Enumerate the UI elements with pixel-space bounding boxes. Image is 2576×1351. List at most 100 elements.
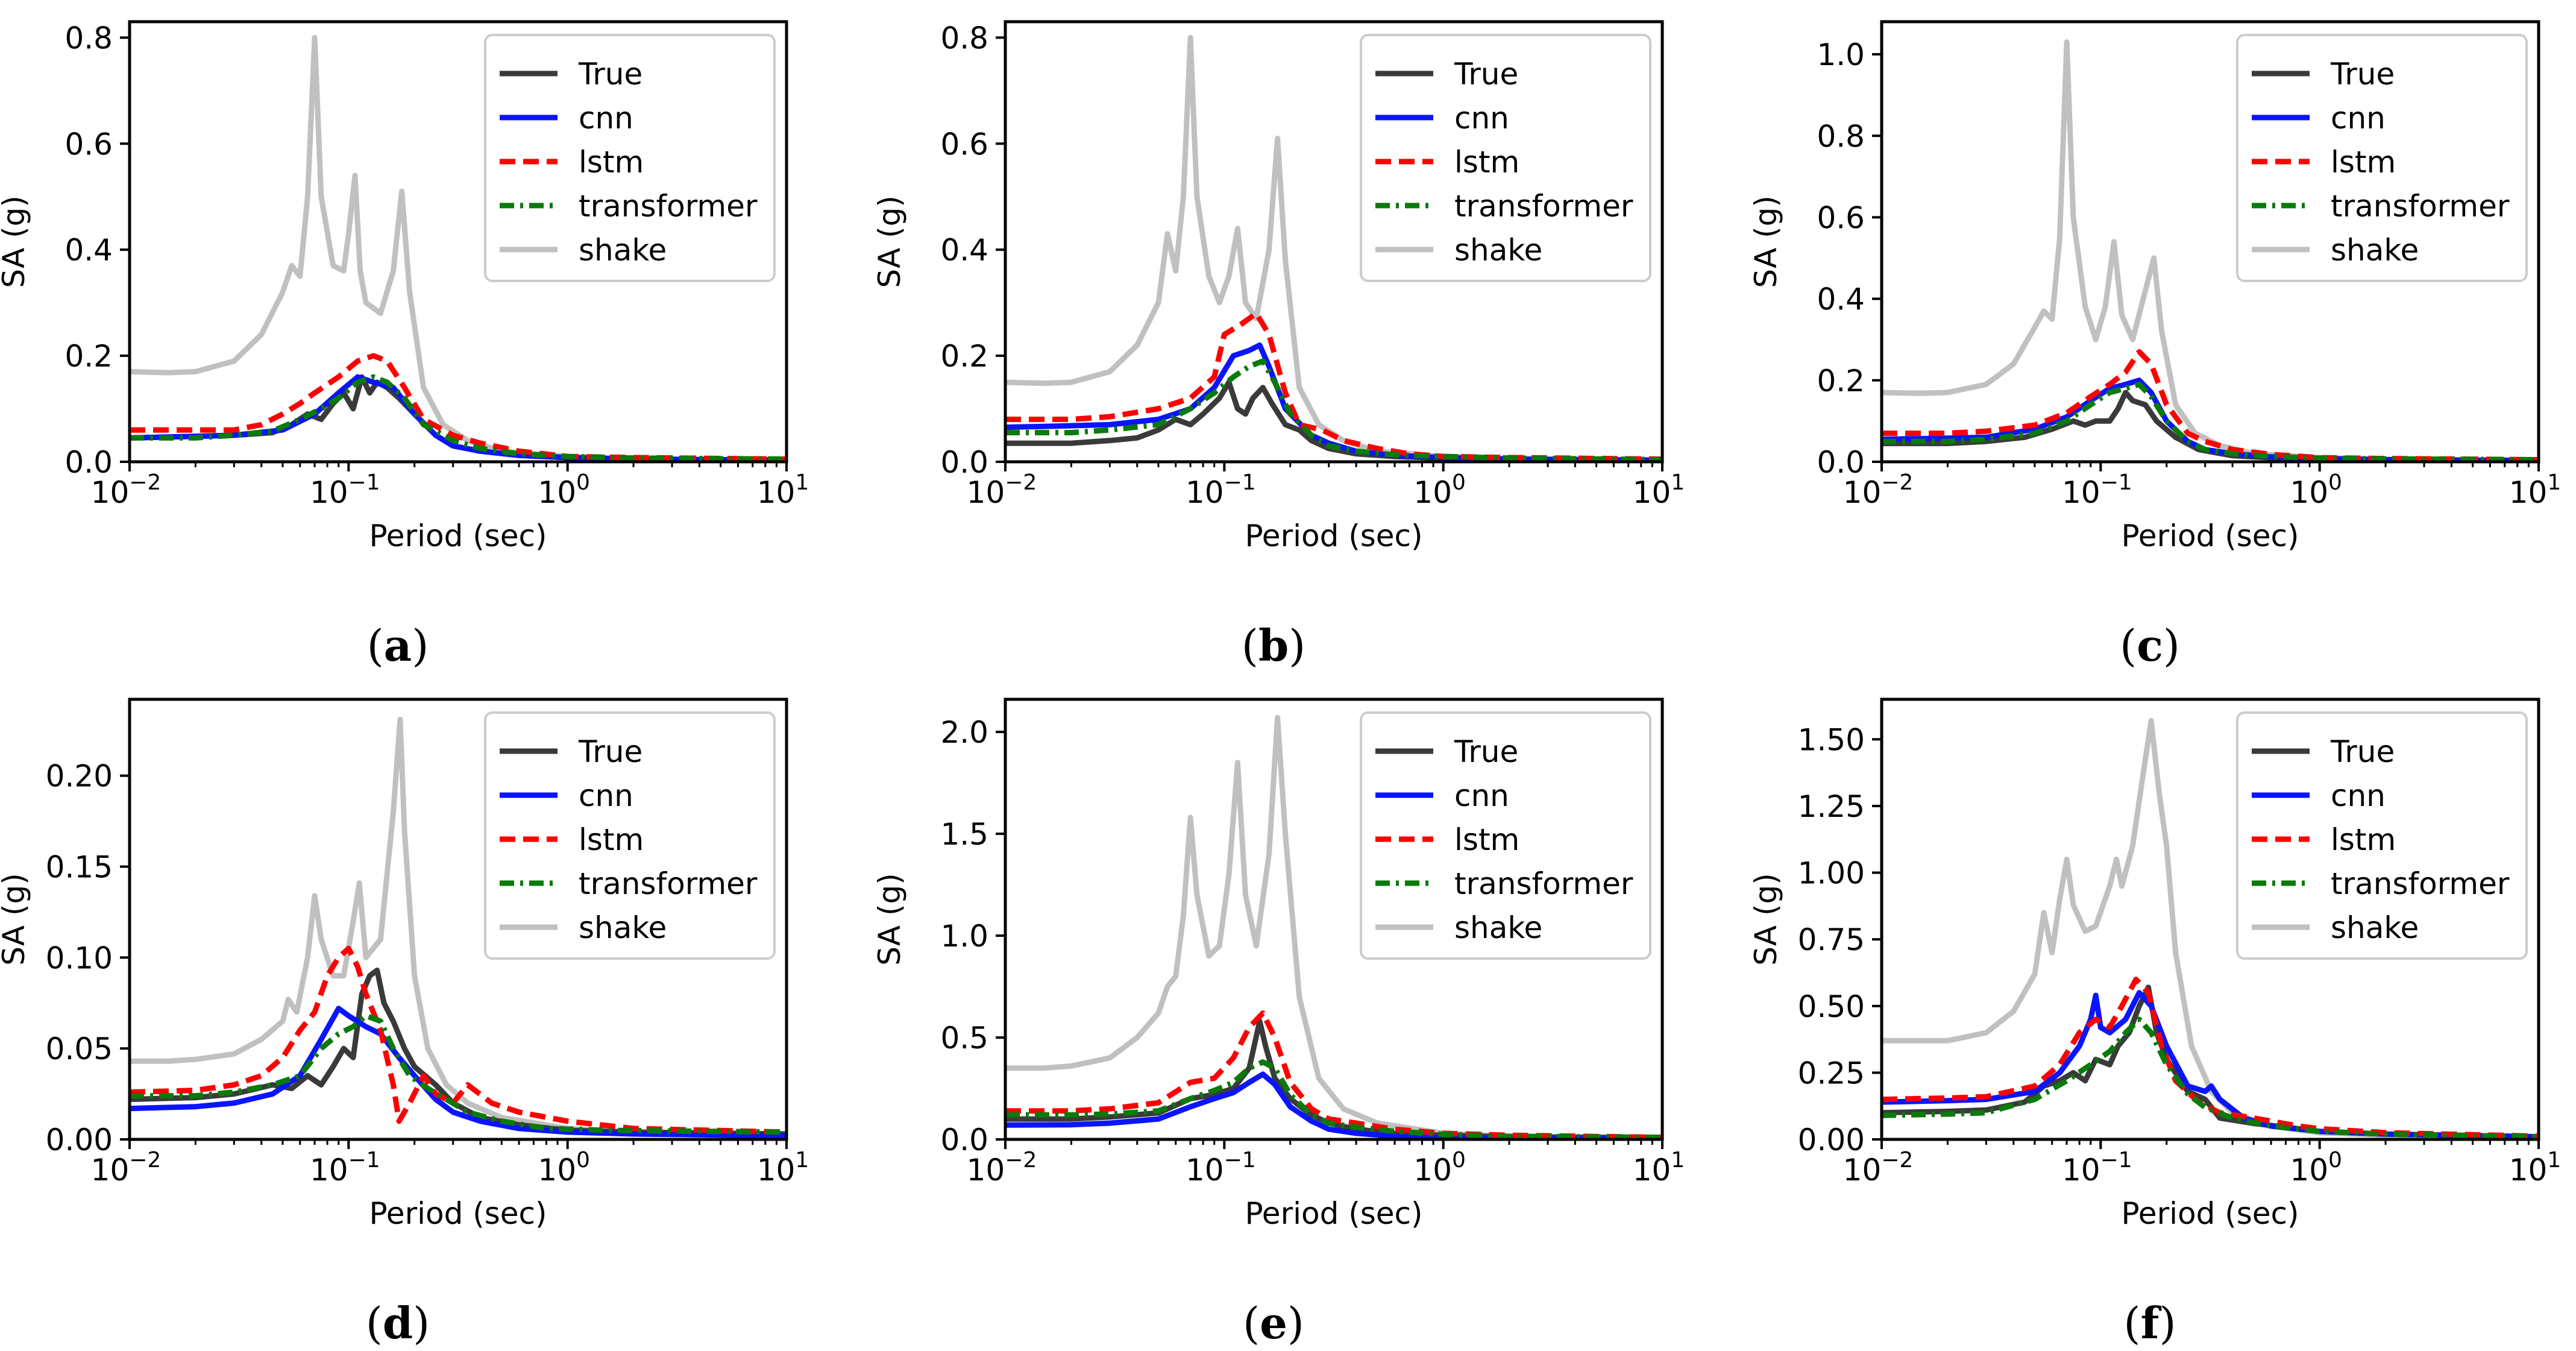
axes-frame: [128, 698, 788, 1141]
legend-box: [484, 711, 776, 960]
legend: True cnn lstm transformer shake: [1360, 711, 1651, 960]
y-axis-label: SA (g): [1748, 873, 1783, 966]
chart-panel-f: 0.00 0.25 0.50 0.75 1.00 1.25 1.50 10−2 10−1 100 1…: [1748, 698, 2561, 1349]
series-line-lstm: [1882, 349, 2539, 462]
x-tick-label: 100: [538, 1148, 590, 1188]
y-tick-label: 0.75: [1798, 922, 1865, 957]
legend-label-shake: shake: [1454, 910, 1542, 945]
y-tick-label: 0.00: [46, 1123, 113, 1157]
axes-frame: [1880, 698, 2540, 1141]
series-line-shake: [1005, 714, 1662, 1139]
series-line-transformer: [130, 374, 787, 462]
y-tick-label: 0.8: [1817, 119, 1865, 154]
legend-label-cnn: cnn: [2331, 778, 2386, 813]
legend-label-shake: shake: [2331, 233, 2419, 268]
series-line-transformer: [130, 1013, 787, 1135]
x-tick-label: 100: [538, 470, 590, 510]
x-tick-label: 101: [757, 1148, 809, 1188]
x-tick-label: 10−2: [967, 1148, 1037, 1188]
x-tick-label: 100: [2290, 470, 2342, 510]
legend-label-transformer: transformer: [1454, 189, 1633, 224]
y-tick-label: 1.0: [940, 919, 988, 954]
y-tick-label: 1.25: [1798, 789, 1865, 824]
series-line-cnn: [1005, 1071, 1662, 1139]
x-tick-label: 10−2: [91, 470, 162, 510]
y-tick-label: 2.0: [940, 715, 988, 750]
x-axis-label: Period (sec): [2121, 518, 2299, 553]
y-tick-label: 0.0: [940, 445, 988, 480]
legend-label-transformer: transformer: [579, 866, 758, 901]
y-tick-label: 1.0: [1817, 37, 1865, 72]
legend-label-shake: shake: [1454, 233, 1542, 268]
y-tick-label: 1.00: [1798, 856, 1865, 891]
x-tick-label: 10−1: [310, 1148, 380, 1188]
axes-frame: [1004, 20, 1664, 464]
x-tick-label: 101: [757, 470, 809, 510]
legend: True cnn lstm transformer shake: [2236, 34, 2528, 282]
y-tick-label: 0.4: [1817, 282, 1865, 317]
x-axis-label: Period (sec): [369, 518, 547, 553]
x-tick-label: 101: [1633, 470, 1685, 510]
series-line-lstm: [1005, 310, 1662, 462]
chart-panel-b: 0.0 0.2 0.4 0.6 0.8 10−2 10−1 100 101 Period (sec…: [872, 20, 1685, 671]
y-tick-label: 1.50: [1798, 722, 1865, 757]
y-tick-label: 0.50: [1798, 989, 1865, 1024]
y-tick-label: 0.2: [64, 339, 113, 374]
legend-label-transformer: transformer: [2331, 866, 2510, 901]
series-line-cnn: [130, 374, 787, 462]
legend-label-lstm: lstm: [579, 822, 644, 857]
legend-label-cnn: cnn: [1454, 101, 1509, 136]
x-tick-label: 10−1: [2062, 470, 2132, 510]
series-line-shake: [130, 716, 787, 1139]
y-tick-label: 0.2: [1817, 364, 1865, 398]
series-line-transformer: [1005, 1059, 1662, 1139]
legend: True cnn lstm transformer shake: [1360, 34, 1651, 282]
x-tick-label: 10−2: [1843, 470, 1914, 510]
legend-label-cnn: cnn: [579, 101, 633, 136]
y-tick-label: 0.5: [940, 1021, 988, 1056]
legend-label-shake: shake: [579, 910, 667, 945]
legend-box: [2236, 711, 2528, 960]
x-tick-label: 100: [1413, 1148, 1466, 1188]
legend-label-lstm: lstm: [2331, 145, 2396, 180]
legend: True cnn lstm transformer shake: [484, 711, 776, 960]
legend-box: [2236, 34, 2528, 282]
axes-frame: [1004, 698, 1664, 1141]
x-tick-label: 10−2: [967, 470, 1037, 510]
panel-caption: (e): [1243, 1297, 1304, 1349]
x-axis-label: Period (sec): [369, 1196, 547, 1231]
panel-caption: (d): [366, 1297, 430, 1349]
y-tick-label: 0.2: [940, 339, 988, 374]
y-axis-label: SA (g): [0, 873, 31, 966]
series-line-true: [130, 968, 787, 1137]
series-line-transformer: [1882, 382, 2539, 462]
y-tick-label: 0.0: [940, 1123, 988, 1157]
series-line-lstm: [130, 945, 787, 1135]
legend-label-cnn: cnn: [2331, 101, 2386, 136]
legend-label-lstm: lstm: [579, 145, 644, 180]
y-tick-label: 0.15: [46, 850, 113, 885]
panel-caption: (b): [1242, 620, 1306, 671]
legend-label-lstm: lstm: [1454, 822, 1519, 857]
legend: True cnn lstm transformer shake: [484, 34, 776, 282]
y-tick-label: 0.4: [940, 233, 988, 268]
legend-box: [1360, 34, 1651, 282]
y-axis-label: SA (g): [872, 873, 907, 966]
y-axis-label: SA (g): [0, 195, 31, 288]
legend-label-true: True: [2330, 734, 2395, 769]
y-tick-label: 0.0: [64, 445, 113, 480]
y-tick-label: 0.6: [1817, 200, 1865, 235]
chart-panel-c: 0.0 0.2 0.4 0.6 0.8 1.0 10−2 10−1 100 101 Period (…: [1748, 20, 2561, 671]
legend-label-true: True: [1454, 734, 1518, 769]
x-axis-label: Period (sec): [2121, 1196, 2299, 1231]
legend-label-cnn: cnn: [1454, 778, 1509, 813]
legend-box: [1360, 711, 1651, 960]
x-tick-label: 100: [1413, 470, 1466, 510]
legend-label-true: True: [1454, 57, 1518, 92]
legend-label-transformer: transformer: [1454, 866, 1633, 901]
x-axis-label: Period (sec): [1245, 1196, 1422, 1231]
panel-caption: (c): [2120, 620, 2180, 671]
series-line-transformer: [1882, 1016, 2539, 1139]
x-tick-label: 101: [1633, 1148, 1685, 1188]
series-line-cnn: [1882, 377, 2539, 462]
